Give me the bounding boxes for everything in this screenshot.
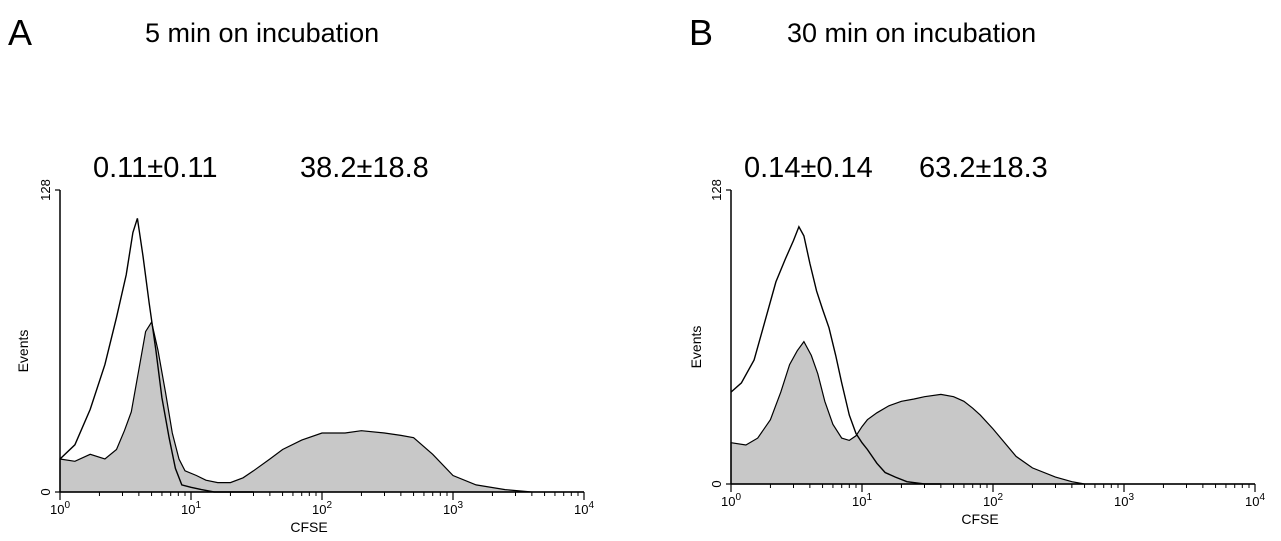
x-tick-label: 101 [181,500,201,517]
y-tick-label: 128 [709,179,724,201]
x-tick-label: 101 [852,492,872,509]
x-tick-label: 100 [50,500,70,517]
y-axis-title: Events [15,330,31,373]
histogram-outline-series [730,225,941,485]
x-tick-label: 102 [983,492,1003,509]
panel-title: 30 min on incubation [787,18,1037,48]
x-tick-label: 103 [443,500,463,517]
x-tick-label: 104 [1245,492,1265,509]
histogram-filled-series [59,320,584,493]
x-axis-title: CFSE [290,519,327,535]
y-axis-title: Events [688,326,704,369]
panel-a: A 5 min on incubation 0.11±0.11 38.2±18.… [0,0,640,541]
x-axis-title: CFSE [961,511,998,527]
y-tick-label: 0 [709,480,724,487]
y-tick-label: 128 [38,179,53,201]
panel-b: B 30 min on incubation 0.14±0.14 63.2±18… [641,0,1281,541]
stat-annotation-right: 38.2±18.8 [300,152,429,184]
panel-title: 5 min on incubation [145,18,380,48]
histogram-outline-series [59,218,254,493]
panel-letter: B [689,12,714,53]
x-tick-label: 100 [721,492,741,509]
panel-letter: A [8,12,33,53]
x-tick-label: 104 [574,500,594,517]
histogram-filled-series [730,340,1255,485]
stat-annotation-left: 0.14±0.14 [744,152,873,184]
histogram-chart: 0 128 100 101 102 103 104 CFSE Events [688,179,1265,527]
stat-annotation-right: 63.2±18.3 [919,152,1048,184]
x-tick-label: 102 [312,500,332,517]
y-tick-label: 0 [38,488,53,495]
stat-annotation-left: 0.11±0.11 [93,152,218,184]
x-tick-label: 103 [1114,492,1134,509]
histogram-chart: 0 128 100 101 102 103 104 CFSE Events [15,179,594,535]
